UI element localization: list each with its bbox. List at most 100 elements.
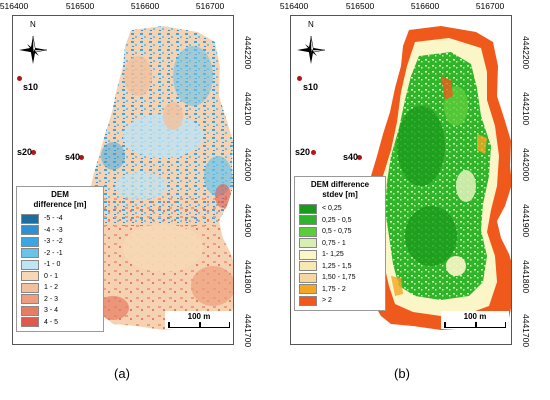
scale-bar: 100 m [441,311,509,329]
y-tick-label: 4442000 [243,148,253,182]
y-tick-label: 4441900 [243,204,253,238]
legend-swatch [299,295,317,306]
legend-swatch [21,271,39,282]
y-tick-label: 4442100 [521,92,531,126]
legend-swatch [299,226,317,237]
legend-item: 1,75 - 2 [299,284,381,296]
legend-swatch [299,215,317,226]
north-arrow-icon [297,35,326,64]
x-tick-label: 516600 [130,1,160,11]
legend-label: 1,75 - 2 [322,285,346,293]
site-label-s40: s40 [343,152,359,162]
site-label-s40: s40 [65,152,81,162]
legend-swatch [21,248,39,259]
site-marker-s40 [357,155,362,160]
legend-item: 0,25 - 0,5 [299,215,381,227]
legend-label: -4 - -3 [44,226,63,234]
legend-item: -5 - -4 [21,213,99,225]
y-tick-label: 4442200 [521,36,531,70]
legend-rows: -5 - -4 -4 - -3 -3 - -2 -2 - -1 -1 - 0 0 - 1 1… [21,213,99,328]
y-tick-label: 4442100 [243,92,253,126]
legend-swatch [21,213,39,224]
legend-label: > 2 [322,297,332,305]
legend-label: -1 - 0 [44,261,61,269]
legend-title: DEM difference stdev [m] [299,180,381,200]
site-marker-s10 [297,76,302,81]
legend-label: < 0,25 [322,205,342,213]
legend-label: 0 - 1 [44,272,59,280]
legend-label: -2 - -1 [44,249,63,257]
legend-swatch [21,317,39,328]
y-tick-label: 4441900 [521,204,531,238]
x-tick-label: 516700 [475,1,505,11]
site-marker-s20 [311,150,316,155]
legend-item: > 2 [299,295,381,307]
legend-label: 0,5 - 0,75 [322,228,352,236]
site-label-s20: s20 [295,147,311,157]
site-label-s10: s10 [23,82,39,92]
legend: DEM difference [m] -5 - -4 -4 - -3 -3 - -2… [16,186,104,332]
site-label-s20: s20 [17,147,33,157]
y-tick-label: 4441700 [243,314,253,348]
legend-title: DEM difference [m] [21,190,99,210]
legend-label: -5 - -4 [44,215,63,223]
dem-difference-map [19,26,233,330]
dem-stdev-map [297,26,511,330]
y-tick-label: 4442200 [243,36,253,70]
legend-item: 3 - 4 [21,305,99,317]
legend-label: 1- 1,25 [322,251,344,259]
legend-rows: < 0,25 0,25 - 0,5 0,5 - 0,75 0,75 - 1 1- 1,2… [299,203,381,307]
legend-swatch [299,261,317,272]
legend-item: 0 - 1 [21,271,99,283]
legend-swatch [21,305,39,316]
legend-title-line2: stdev [m] [322,190,358,199]
scale-line [168,321,230,328]
panel-b: 516400 516500 516600 516700 4442200 4442… [280,0,550,400]
legend-item: 1- 1,25 [299,249,381,261]
legend-label: 0,75 - 1 [322,239,346,247]
legend-swatch [299,238,317,249]
site-label-s10: s10 [303,82,319,92]
scale-label: 100 m [463,312,487,321]
legend-item: -1 - 0 [21,259,99,271]
scale-label: 100 m [187,312,211,321]
legend-item: -4 - -3 [21,225,99,237]
panel-a: 516400 516500 516600 516700 4442200 4442… [0,0,270,400]
x-tick-label: 516600 [410,1,440,11]
x-tick-label: 516500 [345,1,375,11]
map-frame: N s10 s20 s40 DEM difference [m] -5 - -4… [12,15,234,345]
legend-label: 1,50 - 1,75 [322,274,356,282]
legend-swatch [299,249,317,260]
legend-swatch [21,282,39,293]
scale-line [444,321,506,328]
legend-item: 2 - 3 [21,294,99,306]
caption: (a) [114,366,130,381]
legend-title-line1: DEM [51,190,69,199]
x-tick-label: 516500 [65,1,95,11]
y-tick-label: 4442000 [521,148,531,182]
legend-item: 0,75 - 1 [299,238,381,250]
legend-item: 0,5 - 0,75 [299,226,381,238]
north-label: N [308,20,314,29]
y-tick-label: 4441700 [521,314,531,348]
caption: (b) [394,366,410,381]
x-tick-label: 516400 [0,1,29,11]
legend-swatch [21,294,39,305]
legend-item: 1,25 - 1,5 [299,261,381,273]
legend-swatch [21,259,39,270]
legend-swatch [21,225,39,236]
legend-swatch [299,203,317,214]
x-tick-label: 516700 [195,1,225,11]
legend-label: 0,25 - 0,5 [322,216,352,224]
legend-label: -3 - -2 [44,238,63,246]
y-tick-label: 4441800 [521,260,531,294]
legend-title-line2: difference [m] [33,200,87,209]
scale-bar: 100 m [165,311,233,329]
legend-title-line1: DEM difference [310,180,370,189]
site-marker-s40 [79,155,84,160]
legend-item: 1,50 - 1,75 [299,272,381,284]
legend-label: 1 - 2 [44,284,59,292]
site-marker-s20 [31,150,36,155]
north-arrow-icon [19,35,48,64]
site-marker-s10 [17,76,22,81]
